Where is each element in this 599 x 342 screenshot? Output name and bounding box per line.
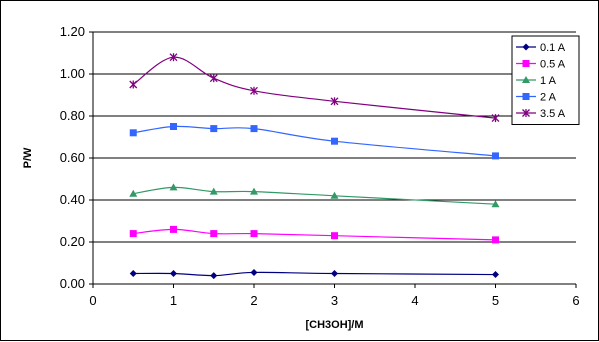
x-tick-label: 1 <box>170 293 177 308</box>
legend-item: 2 A <box>516 92 557 104</box>
data-point <box>210 230 218 238</box>
data-point <box>170 270 177 277</box>
data-point <box>330 191 339 199</box>
data-point <box>129 80 138 89</box>
data-point <box>522 93 530 100</box>
data-point <box>522 76 530 83</box>
legend: 0.1 A 0.5 A 1 A 2 A 3.5 A <box>511 35 580 125</box>
x-tick-label: 4 <box>411 293 418 308</box>
data-point <box>522 43 530 51</box>
data-point <box>331 270 338 277</box>
x-tick-label: 0 <box>89 293 96 308</box>
data-point <box>250 187 258 195</box>
data-point <box>331 232 338 240</box>
data-point <box>169 53 178 62</box>
data-point <box>129 270 137 277</box>
y-tick-label: 1.00 <box>60 66 85 81</box>
y-tick-label: 0.20 <box>60 234 85 249</box>
data-point <box>250 125 258 133</box>
series-markers <box>129 53 500 280</box>
legend-item: 0.1 A <box>516 42 566 54</box>
x-tick-label: 5 <box>492 293 499 308</box>
data-point <box>210 272 218 280</box>
series-line <box>132 56 496 119</box>
data-point <box>250 86 258 95</box>
legend-label: 0.5 A <box>540 59 566 71</box>
data-point <box>129 189 138 197</box>
x-tick-labels: 0 1 2 3 4 5 6 <box>89 293 579 308</box>
series-line <box>133 271 496 277</box>
data-point <box>491 200 500 208</box>
y-tick-labels: 0.00 0.20 0.40 0.60 0.80 1.00 1.20 <box>60 24 85 291</box>
y-tick-label: 0.00 <box>60 276 85 291</box>
legend-label: 3.5 A <box>540 108 566 120</box>
legend-label: 0.1 A <box>540 42 566 54</box>
data-point <box>169 183 178 191</box>
data-point <box>331 137 338 145</box>
data-point <box>209 187 218 195</box>
data-point <box>330 97 339 106</box>
data-point <box>491 114 500 123</box>
series-line <box>133 186 496 205</box>
y-axis-title: P/W <box>22 147 34 168</box>
data-point <box>250 230 258 238</box>
data-point <box>129 129 137 137</box>
x-tick-label: 3 <box>331 293 338 308</box>
y-tick-label: 0.80 <box>60 108 85 123</box>
series-line <box>133 125 496 157</box>
y-tick-label: 0.40 <box>60 192 85 207</box>
legend-label: 1 A <box>540 75 557 87</box>
data-point <box>210 125 218 133</box>
legend-label: 2 A <box>540 92 557 104</box>
data-point <box>492 271 499 279</box>
x-tick-label: 2 <box>250 293 257 308</box>
data-point <box>129 230 137 238</box>
gridlines <box>89 31 577 288</box>
x-tick-label: 6 <box>572 293 579 308</box>
data-point <box>209 74 218 83</box>
data-point <box>492 152 499 160</box>
x-axis-title: [CH3OH]/M <box>305 319 363 331</box>
data-point <box>522 109 530 117</box>
y-tick-label: 1.20 <box>60 24 85 39</box>
legend-item: 3.5 A <box>516 108 566 120</box>
data-point <box>170 225 177 233</box>
series-lines <box>132 56 496 277</box>
axes <box>92 32 576 285</box>
legend-item: 1 A <box>516 75 557 87</box>
data-point <box>170 123 177 130</box>
series-line <box>133 228 496 241</box>
legend-item: 0.5 A <box>516 59 566 71</box>
data-point <box>522 60 530 67</box>
y-tick-label: 0.60 <box>60 150 85 165</box>
data-point <box>492 236 499 244</box>
data-point <box>250 268 258 276</box>
